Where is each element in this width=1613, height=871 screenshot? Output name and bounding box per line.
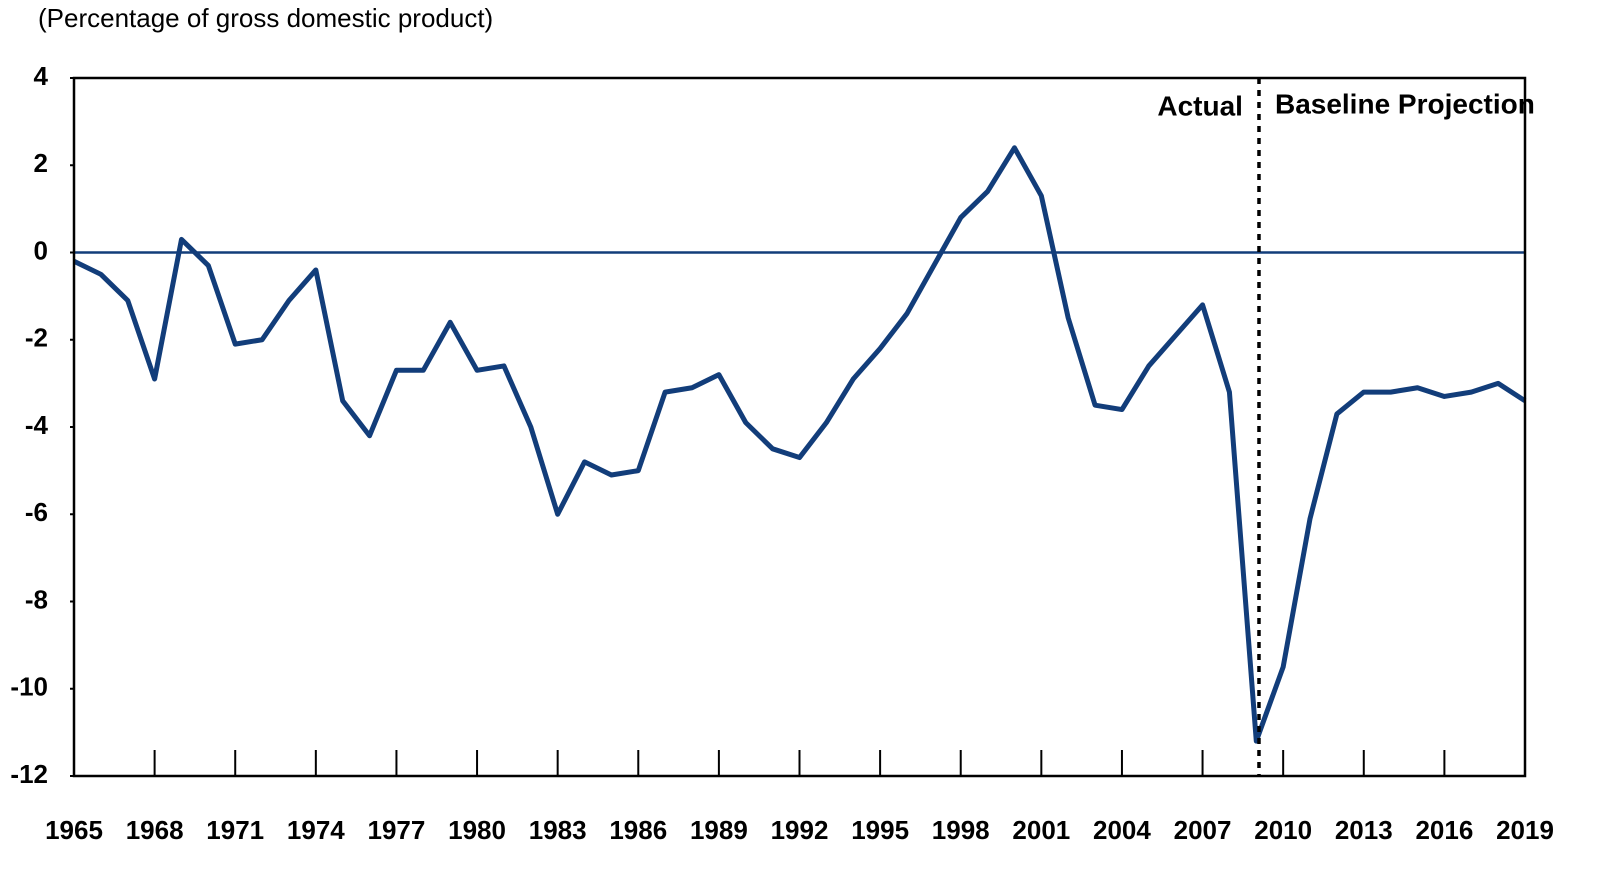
x-tick-label: 1989 — [690, 815, 748, 845]
y-tick-label: 2 — [34, 148, 48, 178]
x-tick-label: 1995 — [851, 815, 909, 845]
y-tick-label: -10 — [10, 672, 48, 702]
x-tick-label: 1965 — [45, 815, 103, 845]
y-tick-label: -8 — [25, 584, 48, 614]
x-tick-label: 2010 — [1254, 815, 1312, 845]
x-tick-label: 1983 — [529, 815, 587, 845]
x-tick-label: 1998 — [932, 815, 990, 845]
annotation: Actual — [1157, 90, 1243, 121]
annotation: Baseline Projection — [1275, 88, 1535, 119]
y-tick-label: 4 — [34, 61, 49, 91]
y-tick-label: 0 — [34, 235, 48, 265]
chart-subtitle: (Percentage of gross domestic product) — [38, 3, 493, 33]
x-tick-label: 2007 — [1174, 815, 1232, 845]
x-tick-label: 1992 — [771, 815, 829, 845]
x-tick-label: 2019 — [1496, 815, 1554, 845]
x-tick-label: 1974 — [287, 815, 345, 845]
x-tick-label: 2004 — [1093, 815, 1151, 845]
x-tick-label: 2001 — [1012, 815, 1070, 845]
x-tick-label: 2016 — [1415, 815, 1473, 845]
x-tick-label: 1986 — [609, 815, 667, 845]
x-tick-label: 1968 — [126, 815, 184, 845]
y-tick-label: -12 — [10, 759, 48, 789]
x-tick-label: 1971 — [206, 815, 264, 845]
x-tick-label: 2013 — [1335, 815, 1393, 845]
y-tick-label: -6 — [25, 497, 48, 527]
data-line — [72, 145, 1527, 744]
y-tick-label: -2 — [25, 323, 48, 353]
x-tick-label: 1977 — [368, 815, 426, 845]
plot-frame — [72, 76, 1527, 778]
y-tick-label: -4 — [25, 410, 49, 440]
x-tick-label: 1980 — [448, 815, 506, 845]
